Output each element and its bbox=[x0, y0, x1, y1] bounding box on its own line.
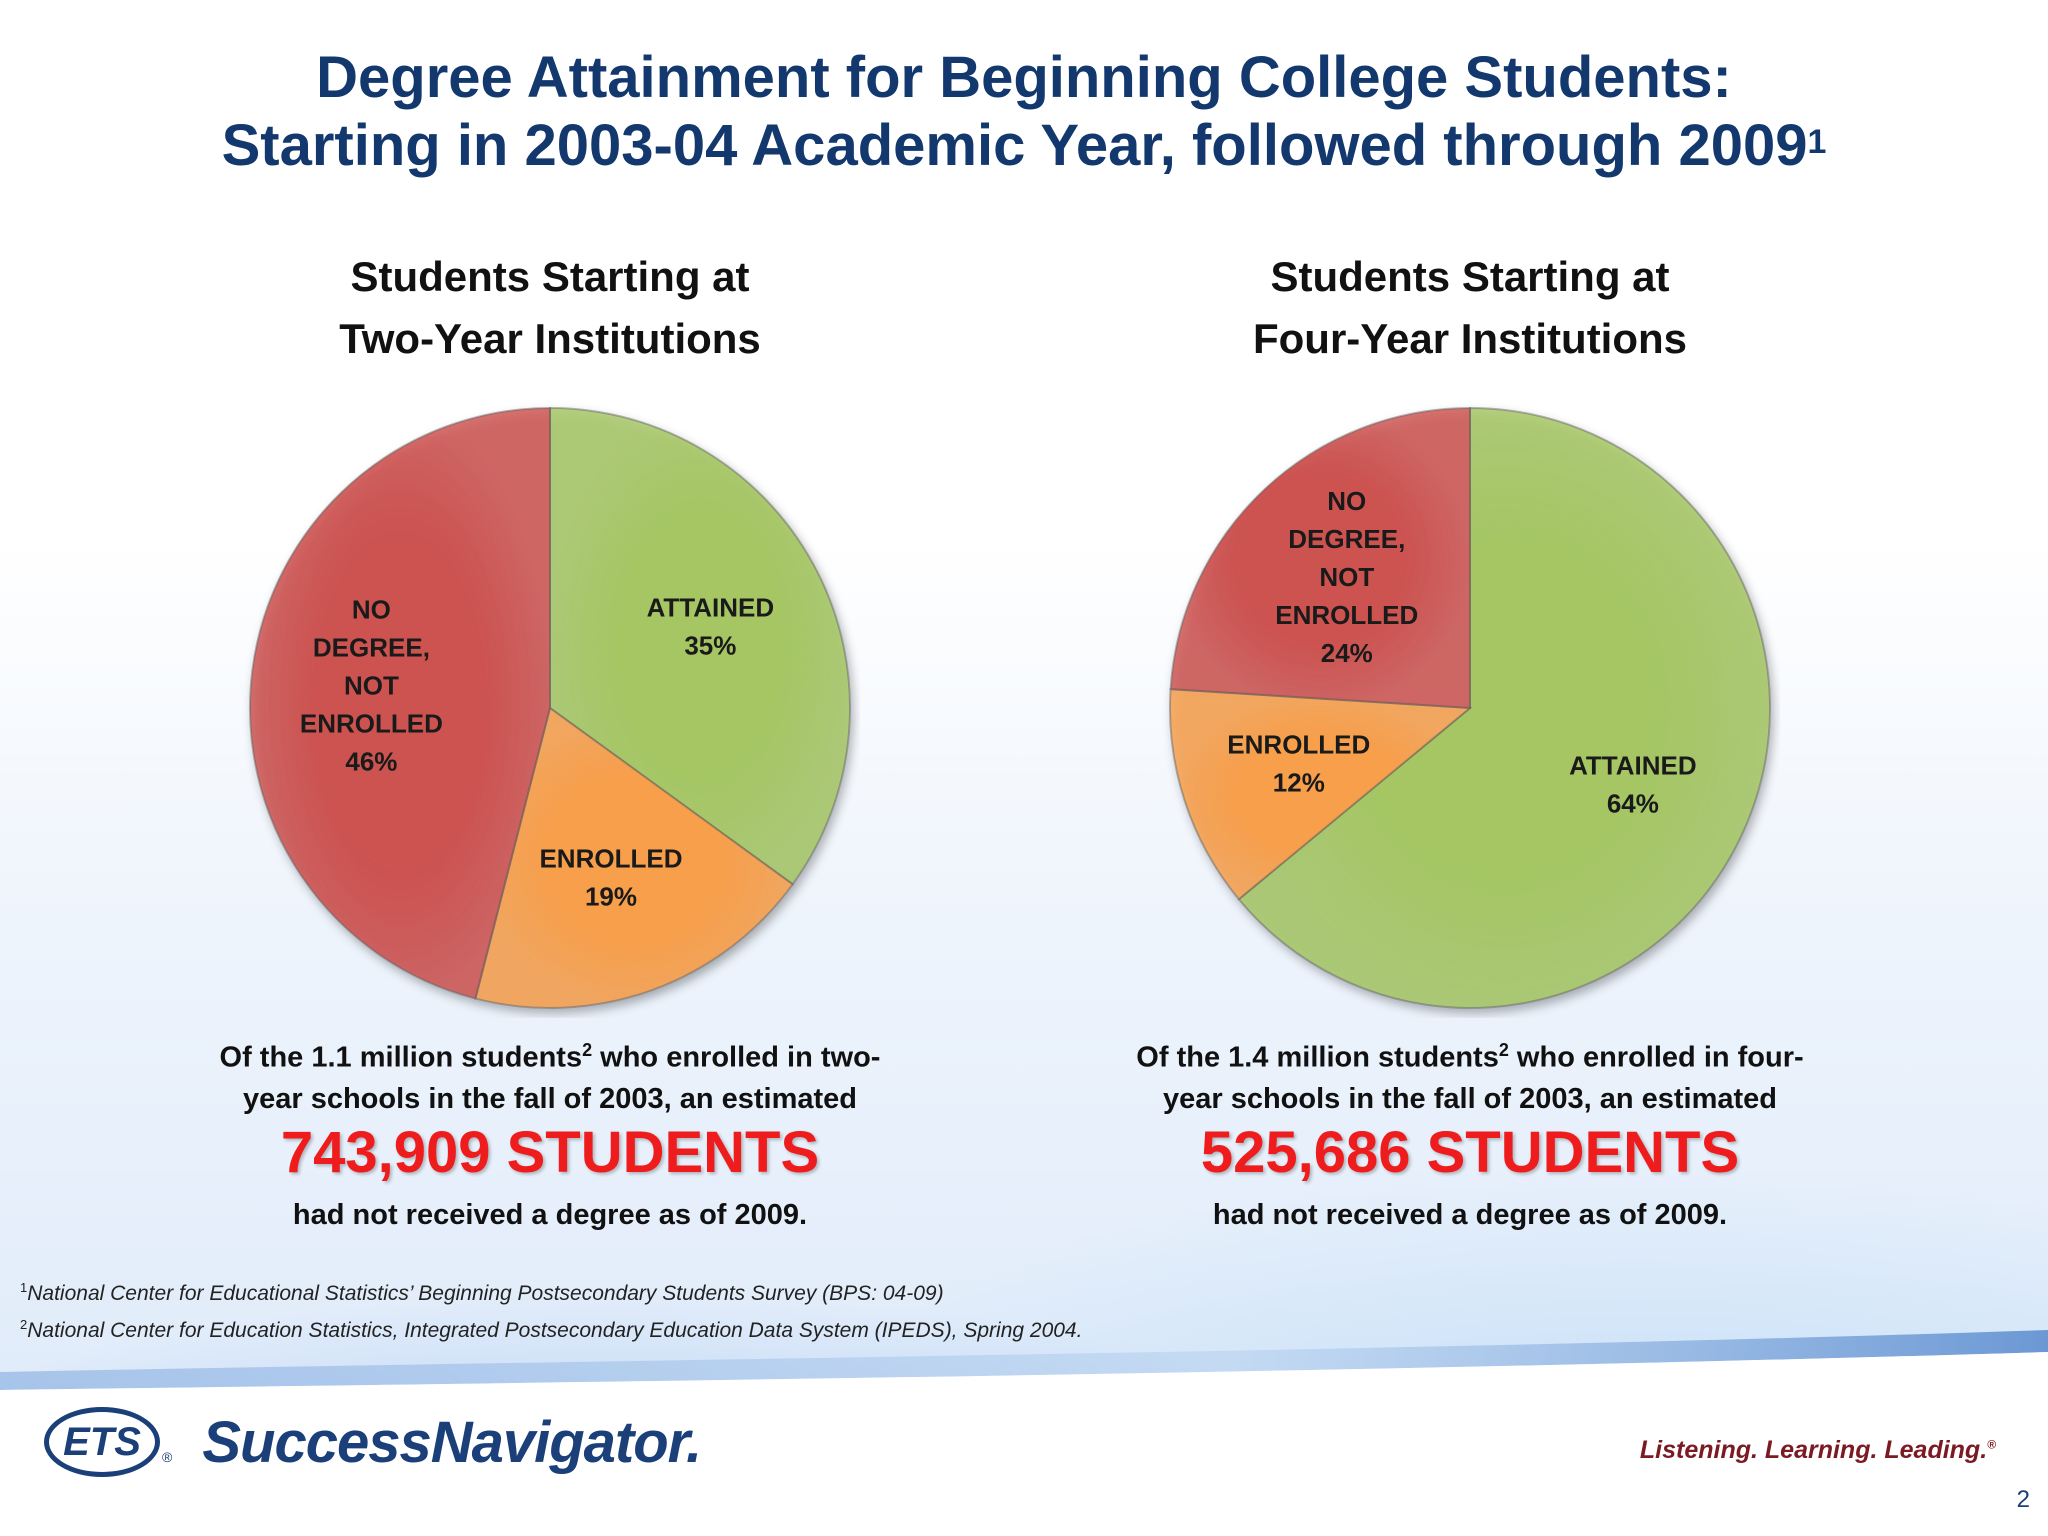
product-name-text: SuccessNavigator bbox=[202, 1409, 687, 1475]
left-chart-title: Students Starting at Two-Year Institutio… bbox=[200, 246, 900, 370]
four-year-pie-chart: ATTAINED 64% ENROLLED 12% NO DEGREE, NOT ENROLL… bbox=[1160, 398, 1780, 1018]
title-footnote-ref: 1 bbox=[1807, 123, 1827, 161]
footnote-2-marker: 2 bbox=[20, 1317, 28, 1332]
left-caption-footnote-ref: 2 bbox=[582, 1040, 593, 1060]
right-chart-title-line-1: Students Starting at bbox=[1270, 253, 1670, 300]
footnote-1: 1National Center for Educational Statist… bbox=[20, 1272, 1082, 1309]
two-year-pie-svg: ATTAINED 35% ENROLLED 19% NO DEGREE, NOT ENROLL… bbox=[249, 406, 851, 1009]
footnotes: 1National Center for Educational Statist… bbox=[20, 1272, 1082, 1346]
right-caption-footnote-ref: 2 bbox=[1498, 1040, 1509, 1060]
tagline-text: Listening. Learning. Leading. bbox=[1639, 1436, 1988, 1464]
four-year-label-attained: ATTAINED 64% bbox=[1569, 751, 1697, 819]
footnote-1-marker: 1 bbox=[20, 1280, 28, 1295]
four-year-pie-svg: ATTAINED 64% ENROLLED 12% NO DEGREE, NOT ENROLL… bbox=[1169, 406, 1771, 1009]
right-caption-line-1a: Of the 1.4 million students bbox=[1136, 1041, 1499, 1074]
left-caption-conclusion: had not received a degree as of 2009. bbox=[292, 1199, 808, 1231]
four-year-label-enrolled: ENROLLED 12% bbox=[1227, 730, 1370, 798]
right-caption: Of the 1.4 million students2 who enrolle… bbox=[1090, 1030, 1850, 1120]
two-year-label-no-degree: NO DEGREE, NOT ENROLLED 46% bbox=[300, 594, 443, 776]
left-chart-title-line-1: Students Starting at bbox=[350, 253, 750, 300]
two-year-slice-no-degree bbox=[249, 406, 551, 1000]
two-year-slice-attained bbox=[549, 406, 851, 886]
title-line-2-text: Starting in 2003-04 Academic Year, follo… bbox=[221, 113, 1808, 178]
ets-successnavigator-logo: ETS ® SuccessNavigator. bbox=[44, 1402, 702, 1482]
two-year-label-enrolled: ENROLLED 19% bbox=[539, 843, 682, 911]
slide-title: Degree Attainment for Beginning College … bbox=[0, 44, 2048, 180]
tagline: Listening. Learning. Leading.® bbox=[1640, 1436, 1996, 1465]
right-caption-line-1: Of the 1.4 million students2 who enrolle… bbox=[1090, 1030, 1850, 1079]
left-caption-line-1a: Of the 1.1 million students bbox=[219, 1041, 583, 1074]
right-caption-conclusion: had not received a degree as of 2009. bbox=[1212, 1199, 1728, 1231]
ets-logo-mark: ETS bbox=[44, 1407, 160, 1477]
left-caption-line-2: year schools in the fall of 2003, an est… bbox=[242, 1082, 858, 1115]
product-name: SuccessNavigator. bbox=[202, 1409, 702, 1476]
four-year-slice-attained bbox=[1237, 406, 1771, 1009]
page-number: 2 bbox=[2016, 1486, 2030, 1513]
four-year-slice-enrolled bbox=[1169, 688, 1473, 901]
footnote-2: 2National Center for Education Statistic… bbox=[20, 1309, 1082, 1346]
footnote-2-text: National Center for Education Statistics… bbox=[27, 1319, 1083, 1342]
product-name-mark: . bbox=[686, 1409, 702, 1475]
four-year-label-no-degree: NO DEGREE, NOT ENROLLED 24% bbox=[1275, 486, 1418, 668]
right-caption-line-2: year schools in the fall of 2003, an est… bbox=[1162, 1082, 1778, 1115]
ets-registered-mark: ® bbox=[162, 1449, 173, 1465]
title-line-2: Starting in 2003-04 Academic Year, follo… bbox=[0, 112, 2048, 180]
two-year-pie-chart: ATTAINED 35% ENROLLED 19% NO DEGREE, NOT ENROLL… bbox=[240, 398, 860, 1018]
footnote-1-text: National Center for Educational Statisti… bbox=[27, 1282, 944, 1305]
title-line-1: Degree Attainment for Beginning College … bbox=[316, 45, 1732, 110]
two-year-slice-enrolled bbox=[474, 706, 795, 1009]
right-highlight-count: 525,686 STUDENTS bbox=[1200, 1120, 1740, 1185]
left-caption: Of the 1.1 million students2 who enrolle… bbox=[170, 1030, 930, 1120]
left-caption-line-1b: who enrolled in two- bbox=[592, 1041, 881, 1074]
four-year-slice-no-degree bbox=[1169, 406, 1471, 710]
left-chart-title-line-2: Two-Year Institutions bbox=[339, 315, 761, 362]
right-caption-line-1b: who enrolled in four- bbox=[1508, 1041, 1804, 1074]
ets-logo-text: ETS bbox=[63, 1419, 141, 1464]
tagline-registered-mark: ® bbox=[1987, 1437, 1996, 1452]
right-chart-title: Students Starting at Four-Year Instituti… bbox=[1120, 246, 1820, 370]
right-chart-title-line-2: Four-Year Institutions bbox=[1252, 315, 1688, 362]
two-year-label-attained: ATTAINED 35% bbox=[647, 592, 775, 660]
left-highlight-count: 743,909 STUDENTS bbox=[280, 1120, 820, 1185]
left-caption-line-1: Of the 1.1 million students2 who enrolle… bbox=[170, 1030, 930, 1079]
